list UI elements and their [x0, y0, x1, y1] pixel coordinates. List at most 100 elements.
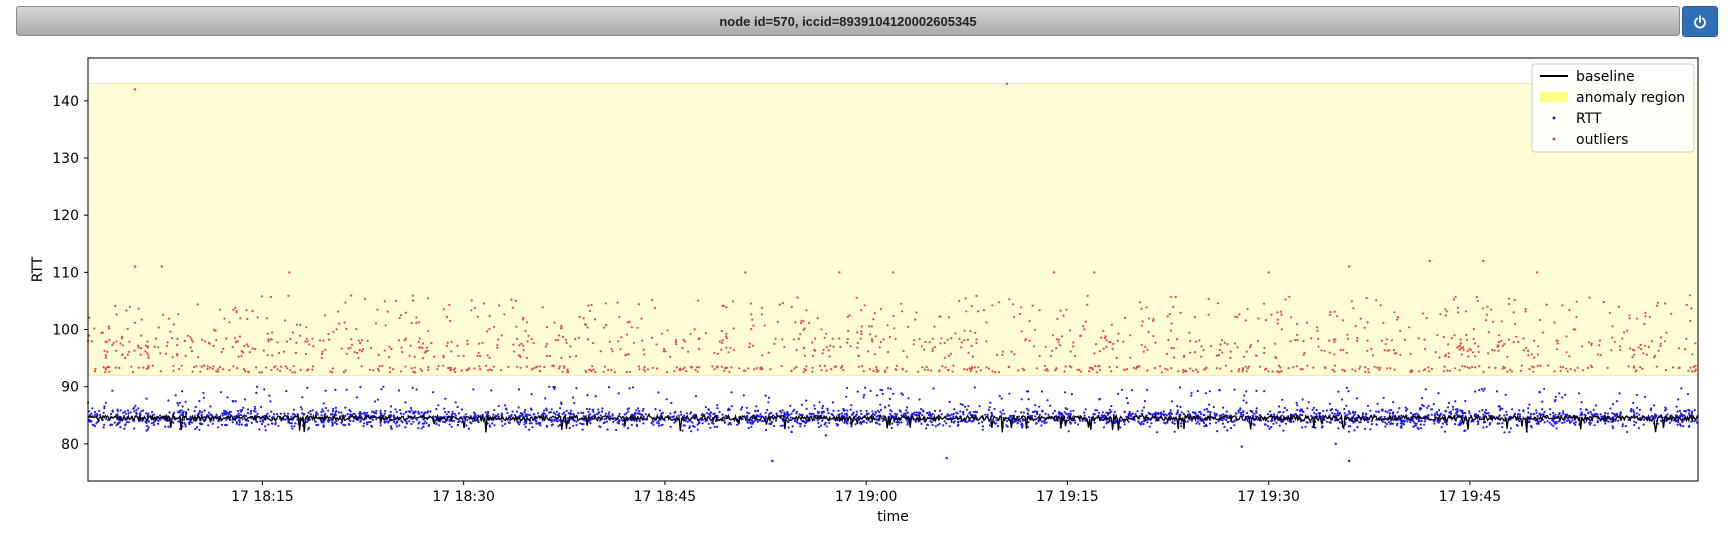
rtt-point	[451, 410, 454, 413]
rtt-point	[1615, 400, 1618, 403]
outlier-point	[363, 297, 367, 300]
outlier-point	[939, 315, 942, 318]
rtt-point	[385, 420, 388, 423]
rtt-point	[940, 413, 943, 416]
outlier-point	[1246, 307, 1249, 311]
rtt-point	[1034, 404, 1037, 407]
outlier-point	[1659, 342, 1662, 345]
rtt-point	[1400, 422, 1403, 425]
outliers-series	[86, 82, 1697, 374]
rtt-point	[764, 411, 767, 414]
outlier-point	[1217, 354, 1221, 357]
outlier-point	[283, 319, 287, 322]
outlier-point	[1547, 364, 1550, 367]
outlier-point	[952, 364, 955, 367]
rtt-point	[692, 415, 695, 418]
power-button[interactable]	[1682, 6, 1718, 37]
outlier-point	[1241, 367, 1245, 370]
rtt-point	[865, 421, 868, 424]
rtt-point	[1430, 413, 1433, 416]
rtt-series	[87, 385, 1699, 463]
rtt-point	[711, 421, 714, 424]
outlier-point	[716, 352, 720, 355]
rtt-point	[740, 408, 743, 411]
outlier-point	[856, 341, 860, 345]
outlier-point	[901, 367, 904, 370]
rtt-point	[474, 416, 477, 419]
rtt-point	[1300, 426, 1304, 429]
rtt-point	[618, 419, 621, 422]
rtt-point	[292, 413, 295, 416]
rtt-point	[311, 409, 314, 412]
outlier-point	[1013, 315, 1016, 318]
outlier-point	[887, 350, 890, 354]
rtt-point	[1196, 389, 1199, 393]
rtt-point	[1668, 421, 1671, 424]
rtt-point	[290, 422, 293, 425]
outlier-point	[477, 342, 481, 345]
rtt-point	[193, 410, 196, 413]
rtt-point	[96, 412, 99, 416]
outlier-point	[329, 370, 332, 373]
outlier-point	[1146, 348, 1149, 351]
rtt-point	[291, 427, 294, 430]
outlier-point	[1367, 371, 1370, 374]
outlier-point	[289, 337, 292, 341]
outlier-point	[1098, 350, 1102, 353]
outlier-point	[1524, 307, 1527, 311]
rtt-point	[194, 406, 197, 409]
rtt-point	[1443, 430, 1447, 433]
outlier-point	[752, 324, 755, 327]
rtt-point	[1204, 392, 1207, 395]
rtt-point	[1501, 426, 1504, 429]
rtt-point	[1281, 398, 1284, 401]
rtt-point	[150, 422, 153, 425]
outlier-point	[720, 365, 724, 368]
rtt-point	[1415, 422, 1418, 425]
rtt-point	[1182, 412, 1185, 416]
outlier-point	[357, 356, 360, 360]
outlier-point	[1339, 348, 1342, 352]
rtt-point	[798, 422, 801, 425]
rtt-point	[1128, 410, 1131, 413]
rtt-point	[1222, 413, 1225, 416]
outlier-point	[856, 346, 859, 349]
outlier-point	[487, 369, 490, 372]
outlier-point	[1617, 305, 1620, 308]
rtt-point	[1166, 414, 1169, 417]
outlier-point	[949, 352, 953, 355]
outlier-point	[311, 365, 314, 368]
outlier-point	[1218, 348, 1221, 352]
rtt-point	[1589, 422, 1592, 425]
rtt-point	[993, 407, 996, 411]
outlier-point	[390, 347, 393, 350]
outlier-point	[563, 366, 566, 369]
rtt-point	[906, 406, 909, 409]
rtt-point	[178, 411, 181, 414]
rtt-point	[727, 423, 730, 426]
outlier-point	[626, 321, 629, 324]
outlier-point	[867, 350, 870, 353]
rtt-point	[1478, 410, 1481, 413]
outlier-point	[829, 344, 832, 347]
rtt-point	[238, 423, 241, 426]
outlier-point	[725, 337, 729, 340]
rtt-point	[652, 423, 655, 426]
outlier-point	[223, 317, 226, 320]
rtt-point	[1049, 404, 1052, 407]
rtt-point	[1451, 405, 1455, 408]
rtt-point	[394, 408, 397, 411]
outlier-point	[1444, 314, 1447, 317]
rtt-point	[103, 423, 106, 426]
outlier-point	[891, 271, 895, 274]
outlier-point	[88, 334, 91, 337]
outlier-point	[404, 311, 407, 314]
outlier-point	[820, 328, 823, 331]
rtt-point	[955, 411, 958, 414]
rtt-point	[564, 414, 567, 417]
outlier-point	[454, 370, 457, 374]
outlier-point	[685, 370, 688, 373]
outlier-point	[260, 371, 264, 374]
rtt-point	[1609, 407, 1612, 410]
rtt-point	[549, 411, 553, 414]
